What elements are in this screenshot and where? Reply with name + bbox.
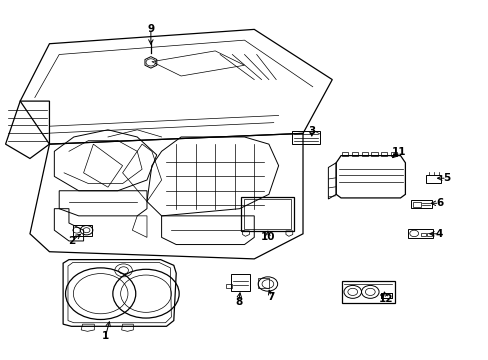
Text: 7: 7 (267, 292, 274, 302)
Bar (370, 152, 377, 156)
Bar (361, 152, 367, 156)
Bar (73, 225, 92, 235)
Bar (341, 152, 347, 156)
Bar (230, 274, 250, 291)
Bar (420, 233, 425, 236)
Bar (241, 197, 293, 231)
Text: 1: 1 (102, 331, 109, 341)
Text: 10: 10 (260, 232, 275, 242)
Text: 5: 5 (442, 173, 449, 183)
Bar (258, 278, 268, 288)
Bar (351, 152, 357, 156)
Bar (291, 131, 320, 144)
Bar (425, 175, 441, 183)
Bar (243, 199, 291, 229)
Text: 2: 2 (68, 236, 75, 246)
Bar (426, 233, 431, 236)
Bar (380, 293, 391, 298)
Bar (390, 152, 396, 156)
Bar (380, 293, 391, 298)
Bar (380, 293, 391, 298)
Bar (380, 152, 386, 156)
Text: 3: 3 (307, 126, 315, 135)
Bar (225, 284, 231, 288)
Text: 8: 8 (235, 297, 242, 307)
Bar (412, 202, 420, 207)
Bar (341, 281, 394, 303)
Bar (407, 229, 432, 238)
Text: 11: 11 (390, 147, 405, 157)
Text: 4: 4 (435, 229, 442, 239)
Bar (410, 200, 431, 208)
Text: 6: 6 (435, 198, 442, 208)
Text: 9: 9 (147, 24, 154, 35)
Text: 12: 12 (378, 294, 392, 304)
